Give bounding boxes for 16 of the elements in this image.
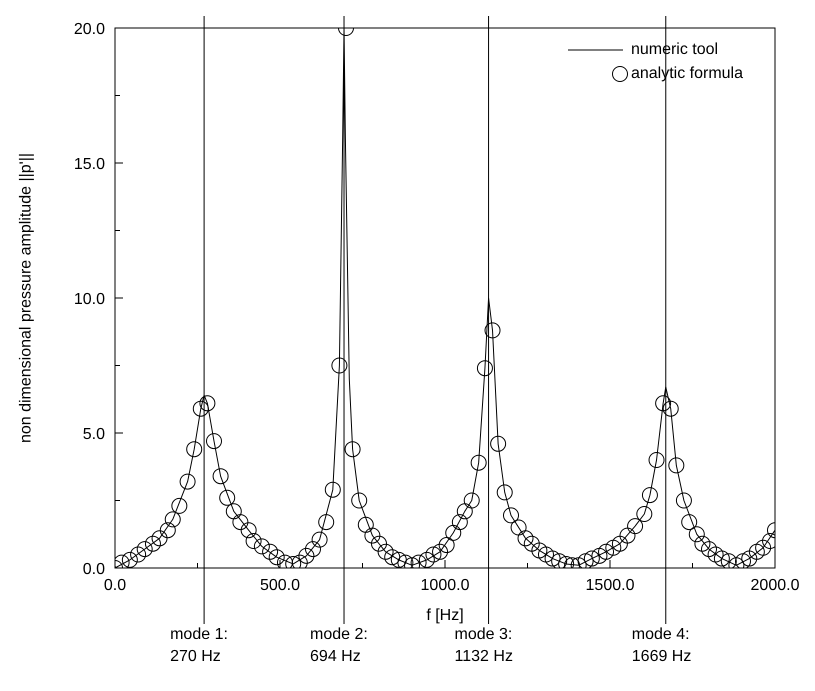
ref-line-label: mode 1: 270 Hz	[170, 626, 228, 665]
x-axis-title: f [Hz]	[426, 607, 464, 624]
ref-line-label: mode 4: 1669 Hz	[632, 626, 692, 665]
y-tick-label: 20.0	[74, 21, 106, 38]
x-tick-label: 2000.0	[750, 577, 800, 594]
ref-line-label: mode 2: 694 Hz	[310, 626, 368, 665]
x-tick-label: 1000.0	[420, 577, 470, 594]
y-tick-label: 10.0	[74, 291, 106, 308]
x-tick-label: 1500.0	[586, 577, 635, 594]
y-axis-title: non dimensional pressure amplitude ||p'||	[18, 152, 35, 444]
x-tick-label: 0.0	[104, 577, 126, 594]
ref-line-label: mode 3: 1132 Hz	[454, 626, 513, 665]
y-tick-label: 5.0	[82, 426, 106, 443]
y-tick-label: 0.0	[82, 561, 106, 578]
y-tick-label: 15.0	[74, 156, 106, 173]
x-tick-label: 500.0	[260, 577, 300, 594]
